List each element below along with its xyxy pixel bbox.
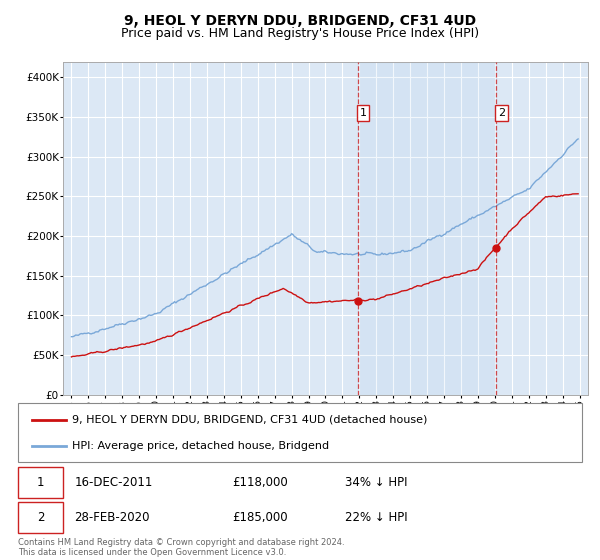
- FancyBboxPatch shape: [18, 467, 63, 498]
- Text: 1: 1: [359, 108, 367, 118]
- FancyBboxPatch shape: [18, 403, 582, 462]
- Text: 34% ↓ HPI: 34% ↓ HPI: [345, 476, 407, 489]
- Text: 22% ↓ HPI: 22% ↓ HPI: [345, 511, 408, 524]
- Text: 16-DEC-2011: 16-DEC-2011: [74, 476, 153, 489]
- Text: 9, HEOL Y DERYN DDU, BRIDGEND, CF31 4UD (detached house): 9, HEOL Y DERYN DDU, BRIDGEND, CF31 4UD …: [71, 414, 427, 424]
- Text: 9, HEOL Y DERYN DDU, BRIDGEND, CF31 4UD: 9, HEOL Y DERYN DDU, BRIDGEND, CF31 4UD: [124, 14, 476, 28]
- Bar: [358, 62, 496, 395]
- Text: 2: 2: [37, 511, 44, 524]
- Text: Contains HM Land Registry data © Crown copyright and database right 2024.
This d: Contains HM Land Registry data © Crown c…: [18, 538, 344, 557]
- Text: Price paid vs. HM Land Registry's House Price Index (HPI): Price paid vs. HM Land Registry's House …: [121, 27, 479, 40]
- Text: 2: 2: [498, 108, 505, 118]
- Text: £185,000: £185,000: [232, 511, 288, 524]
- Text: 28-FEB-2020: 28-FEB-2020: [74, 511, 150, 524]
- Text: HPI: Average price, detached house, Bridgend: HPI: Average price, detached house, Brid…: [71, 441, 329, 451]
- Text: 1: 1: [37, 476, 44, 489]
- FancyBboxPatch shape: [18, 502, 63, 533]
- Text: £118,000: £118,000: [232, 476, 288, 489]
